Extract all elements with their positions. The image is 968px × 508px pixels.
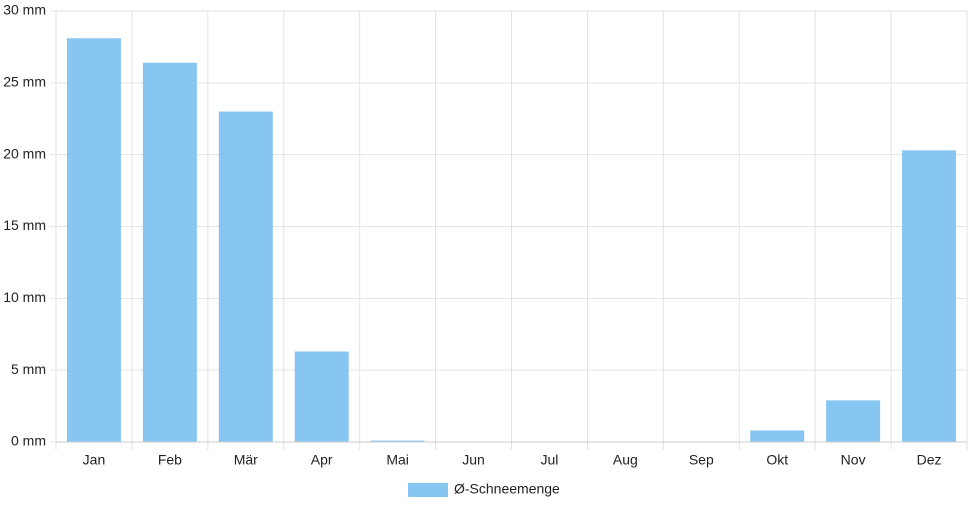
y-tick-label: 5 mm: [11, 361, 46, 377]
bar: [826, 400, 881, 442]
x-tick-label: Sep: [689, 452, 714, 468]
bar: [750, 430, 805, 442]
legend-label: Ø-Schneemenge: [454, 481, 560, 497]
y-tick-label: 25 mm: [3, 74, 46, 90]
x-tick-label: Jun: [462, 452, 485, 468]
x-tick-label: Dez: [917, 452, 942, 468]
bar: [66, 38, 121, 443]
y-tick-label: 0 mm: [11, 433, 46, 449]
bar: [218, 111, 273, 443]
x-tick-label: Apr: [311, 452, 333, 468]
bar: [294, 351, 349, 442]
x-tick-label: Okt: [766, 452, 788, 468]
y-tick-label: 20 mm: [3, 145, 46, 161]
y-tick-label: 15 mm: [3, 217, 46, 233]
x-tick-label: Mai: [386, 452, 409, 468]
y-tick-label: 30 mm: [3, 2, 46, 18]
legend-swatch: [408, 483, 448, 497]
x-tick-label: Nov: [841, 452, 866, 468]
x-tick-label: Feb: [158, 452, 182, 468]
bar: [142, 62, 197, 442]
x-tick-label: Jul: [541, 452, 559, 468]
y-tick-label: 10 mm: [3, 289, 46, 305]
x-tick-label: Mär: [234, 452, 258, 468]
bar: [902, 150, 957, 442]
bar: [370, 440, 425, 442]
x-tick-label: Aug: [613, 452, 638, 468]
x-tick-label: Jan: [83, 452, 106, 468]
